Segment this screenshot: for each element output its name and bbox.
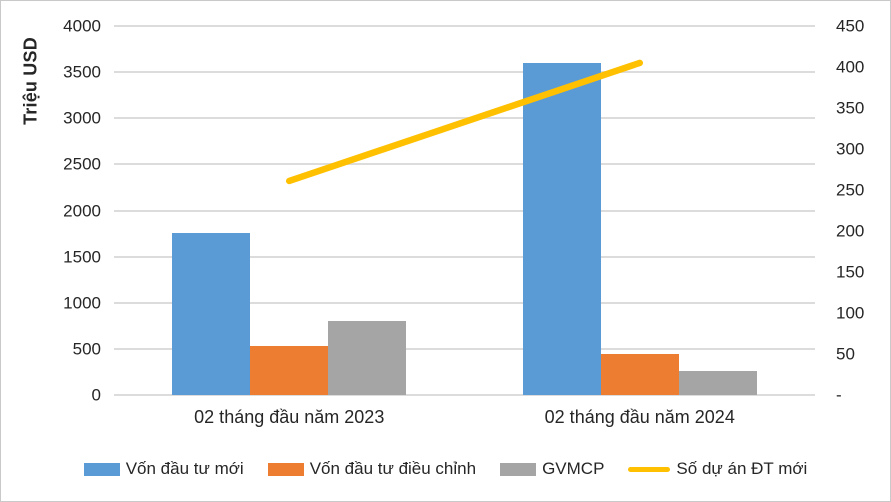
right-axis-tick: 300 [836,139,865,159]
gridline [114,71,815,74]
legend-label: Vốn đầu tư điều chỉnh [309,459,477,478]
legend-swatch-line [628,466,671,472]
bar-1-cat-2 [522,62,601,395]
legend-swatch-bar [267,462,304,476]
gridline [114,347,815,350]
right-axis-tick: 350 [836,98,865,118]
gridline [114,117,815,120]
left-axis-tick: 3500 [63,62,101,82]
right-axis-tick: 250 [836,180,865,200]
bar-2-cat-2 [600,354,679,395]
legend: Vốn đầu tư mới Vốn đầu tư điều chỉnh GVMCP… [1,453,890,485]
gridline [114,25,815,27]
gridline [114,209,815,212]
left-axis-tick: 500 [72,339,101,359]
bar-3-cat-1 [328,321,407,395]
bar-2-cat-1 [250,345,329,395]
legend-swatch-bar [83,462,120,476]
right-axis-tick: 100 [836,303,865,323]
x-axis-category-label: 02 tháng đầu năm 2023 [194,407,385,427]
legend-label: GVMCP [542,459,605,478]
legend-swatch-bar [500,462,537,476]
left-axis-tick: 0 [91,385,101,405]
right-axis-tick: 200 [836,221,865,241]
left-axis-tick: 1000 [63,293,101,313]
right-axis-tick: 450 [836,16,865,36]
gridline [114,255,815,258]
legend-item: Số dự án ĐT mới [628,459,807,479]
left-axis-tick: 4000 [63,16,101,36]
gridline [114,163,815,166]
gridline [114,301,815,304]
right-axis-tick: 50 [836,344,855,364]
x-axis-line [114,394,815,396]
left-axis-tick: 2500 [63,154,101,174]
left-axis-tick: 1500 [63,247,101,267]
right-axis-tick: 400 [836,57,865,77]
legend-label: Số dự án ĐT mới [676,459,808,478]
legend-label: Vốn đầu tư mới [125,459,244,478]
legend-item: Vốn đầu tư điều chỉnh [267,459,477,479]
bar-1-cat-1 [172,232,251,395]
legend-item: GVMCP [500,459,604,479]
right-axis-tick: - [836,385,842,405]
bar-3-cat-2 [678,371,757,395]
right-axis-tick: 150 [836,262,865,282]
legend-item: Vốn đầu tư mới [83,459,244,479]
left-axis-tick: 2000 [63,201,101,220]
left-axis-tick: 3000 [63,108,101,128]
x-axis-category-label: 02 tháng đầu năm 2024 [544,407,735,427]
